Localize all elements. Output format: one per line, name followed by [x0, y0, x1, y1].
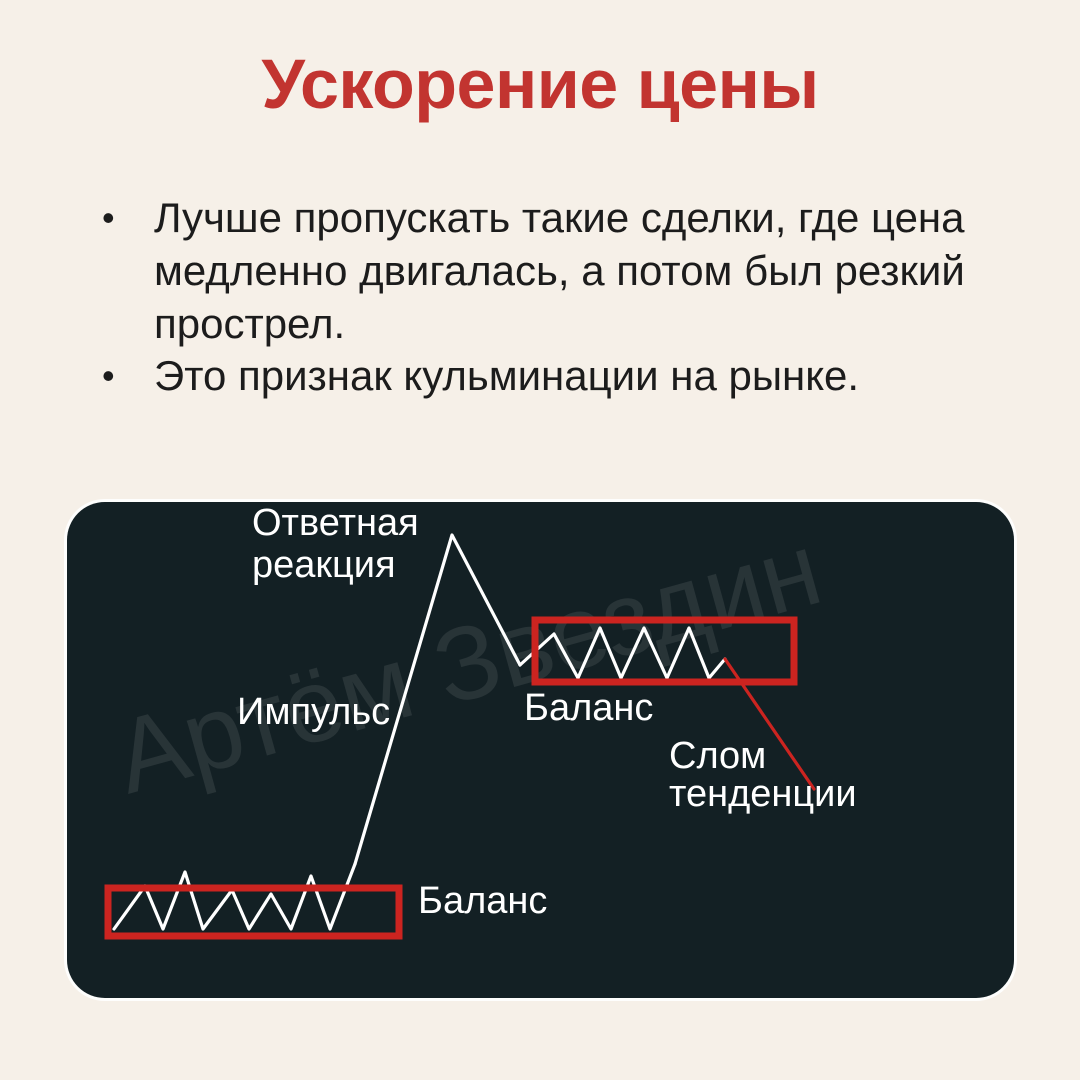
svg-text:реакция: реакция	[252, 544, 396, 586]
svg-text:Слом: Слом	[669, 735, 766, 777]
svg-text:тенденции: тенденции	[669, 773, 857, 815]
svg-text:Баланс: Баланс	[524, 687, 653, 729]
svg-text:Ответная: Ответная	[252, 502, 419, 544]
svg-text:Баланс: Баланс	[418, 880, 547, 922]
svg-text:Импульс: Импульс	[237, 691, 390, 733]
